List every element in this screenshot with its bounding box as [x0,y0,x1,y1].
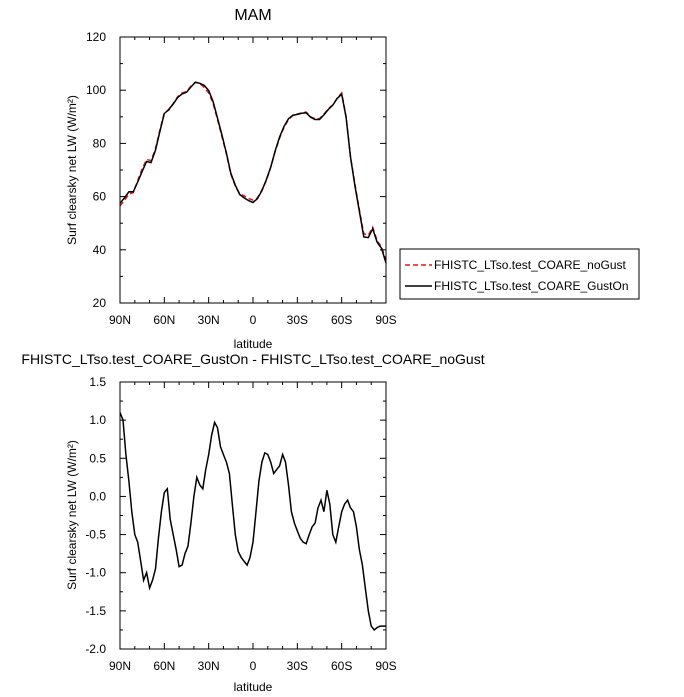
top-chart-title: MAM [234,7,271,24]
x-tick-label: 30N [198,659,220,673]
x-tick-label: 30N [198,313,220,327]
x-tick-label: 90S [375,313,396,327]
x-tick-label: 60S [331,659,352,673]
y-tick-label: -1.5 [85,604,106,618]
series-line-0-1 [120,81,386,264]
bottom-axes: 90N 60N 30N 0 30S 60S 90S -2.0 -1.5 -1.0 -0.5 0.0 0.… [85,375,396,673]
legend-label-guston: FHISTC_LTso.test_COARE_GustOn [434,279,629,293]
y-tick-label: 1.5 [89,375,106,389]
y-tick-label: -0.5 [85,528,106,542]
bottom-chart: FHISTC_LTso.test_COARE_GustOn - FHISTC_L… [21,351,484,694]
y-tick-label: 40 [93,243,107,257]
y-tick-label: 0.5 [89,451,106,465]
y-tick-label: 1.0 [89,413,106,427]
top-plot-area [120,81,386,264]
y-tick-label: 80 [93,136,107,150]
top-x-axis-label: latitude [234,337,273,351]
y-tick-label: 100 [86,83,106,97]
x-tick-label: 90N [109,313,131,327]
plot-frame [119,381,387,650]
y-tick-label: 0.0 [89,489,106,503]
bottom-chart-title: FHISTC_LTso.test_COARE_GustOn - FHISTC_L… [21,351,484,367]
y-tick-label: 20 [93,296,107,310]
top-legend: FHISTC_LTso.test_COARE_noGust FHISTC_LTs… [399,248,640,300]
legend-label-nogust: FHISTC_LTso.test_COARE_noGust [434,258,627,272]
y-tick-label: -1.0 [85,566,106,580]
x-tick-label: 30S [287,313,308,327]
top-y-axis-label: Surf clearsky net LW (W/m²) [65,95,79,245]
x-tick-label: 30S [287,659,308,673]
x-tick-label: 90N [109,659,131,673]
bottom-x-axis-label: latitude [234,680,273,694]
series-line-0-0 [120,81,386,261]
x-tick-label: 90S [375,659,396,673]
top-chart: MAM 90N 60N 30N 0 30S 60S 90S 20 40 60 80 100 120 la… [65,7,640,351]
plot-frame [119,36,387,304]
y-tick-label: 60 [93,190,107,204]
bottom-plot-area [120,412,386,631]
x-tick-label: 0 [250,659,257,673]
top-axes: 90N 60N 30N 0 30S 60S 90S 20 40 60 80 100 120 [86,30,397,327]
x-tick-label: 0 [250,313,257,327]
series-line-1-0 [120,412,386,631]
y-tick-label: 120 [86,30,106,44]
x-tick-label: 60N [153,659,175,673]
x-tick-label: 60N [153,313,175,327]
bottom-y-axis-label: Surf clearsky net LW (W/m²) [65,440,79,590]
legend-box [399,248,640,300]
y-tick-label: -2.0 [85,642,106,656]
x-tick-label: 60S [331,313,352,327]
